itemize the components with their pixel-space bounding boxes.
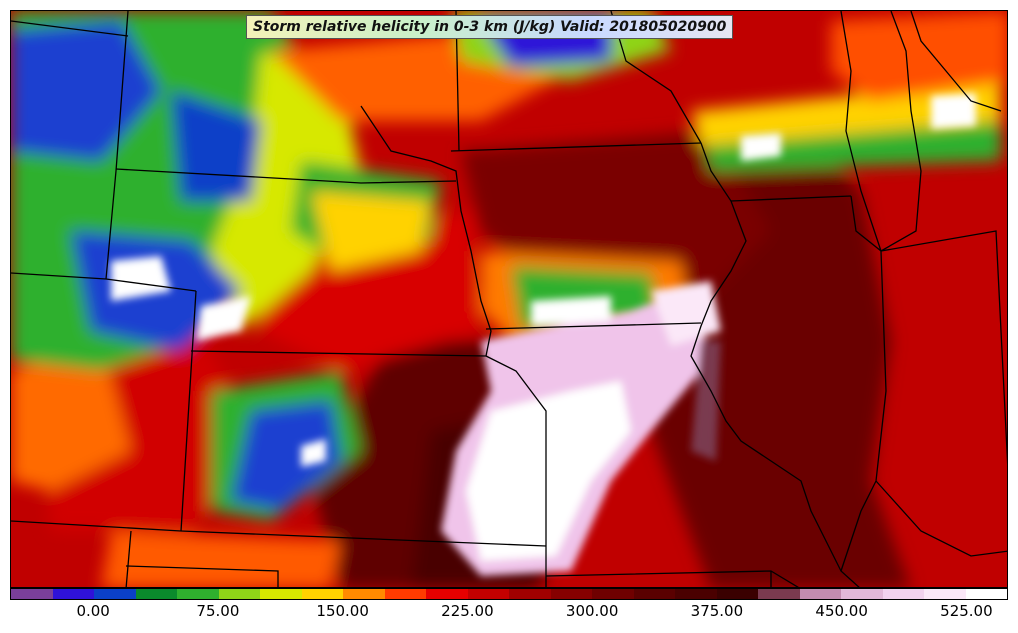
field-yellow-northeast	[691, 81, 1001, 146]
core-white-michigan	[741, 133, 781, 161]
colorbar-segment	[716, 589, 758, 599]
colorbar-segment	[965, 589, 1007, 599]
border-mississippi	[690, 142, 860, 587]
colorbar-segment	[177, 589, 219, 599]
border-montana-east	[105, 11, 129, 280]
colorbar-segment	[509, 589, 551, 599]
field-blue-northwest	[11, 21, 161, 161]
border-missouri-river	[360, 105, 492, 357]
colorbar-segment	[135, 589, 177, 599]
colorbar-segment	[882, 589, 924, 599]
colorbar-tick-label: 525.00	[940, 602, 993, 620]
state-boundaries	[11, 11, 1007, 587]
colorbar-tick-label: 75.00	[196, 602, 240, 620]
helicity-map	[10, 10, 1008, 588]
colorbar-segment	[218, 589, 260, 599]
colorbar-tick-label: 0.00	[76, 602, 110, 620]
core-maroon-missouri	[691, 341, 721, 461]
field-orange-northeast	[831, 11, 1007, 101]
border-nebraska-south	[190, 350, 487, 357]
colorbar-tick-label: 300.00	[565, 602, 619, 620]
border-dakota-north	[11, 20, 129, 37]
colorbar-segment	[924, 589, 966, 599]
field-yellow-northwest	[211, 51, 361, 331]
border-kansas-east	[485, 355, 547, 587]
border-lake-michigan	[840, 11, 922, 252]
border-illinois-east	[840, 195, 887, 572]
core-white-wyoming	[111, 256, 171, 301]
colorbar-segment	[675, 589, 717, 599]
colorbar-segment	[841, 589, 883, 599]
border-iowa-north	[450, 142, 702, 152]
colorbar-segment	[260, 589, 302, 599]
core-white-colorado	[301, 439, 326, 467]
core-white-missouri	[651, 281, 721, 346]
border-wyoming-colorado	[180, 290, 197, 532]
field-blue-colorado	[231, 401, 341, 511]
colorbar-segment	[301, 589, 343, 599]
colorbar-segment	[11, 589, 53, 599]
colorbar-segment	[592, 589, 634, 599]
border-iowa-south	[485, 322, 702, 330]
field-orange-west	[11, 341, 131, 491]
colorbar-tick-label: 375.00	[690, 602, 744, 620]
border-texas-north	[125, 565, 279, 587]
border-indiana-east	[880, 230, 1007, 465]
colorbar-segment	[343, 589, 385, 599]
colorbar	[10, 588, 1008, 600]
border-nebraska-north	[11, 272, 197, 292]
colorbar-segment	[550, 589, 592, 599]
colorbar-segment	[467, 589, 509, 599]
field-yellow-dakotas	[311, 191, 431, 271]
field-orange-south	[101, 531, 341, 587]
colorbar-segment	[799, 589, 841, 599]
core-white-nebraska	[196, 296, 251, 341]
colorbar-tick-label: 150.00	[316, 602, 369, 620]
colorbar-segment	[633, 589, 675, 599]
helicity-field	[11, 11, 1007, 587]
colorbar-segment	[52, 589, 94, 599]
helicity-cores	[111, 93, 976, 576]
core-white-iowa	[531, 296, 611, 326]
core-white-wisconsin	[931, 93, 976, 129]
colorbar-segment	[426, 589, 468, 599]
border-oklahoma-south	[11, 520, 182, 532]
border-dakota-south	[115, 168, 457, 184]
map-canvas	[11, 11, 1007, 587]
border-wisconsin-south	[730, 195, 852, 202]
colorbar-segment	[384, 589, 426, 599]
colorbar-tick-label: 450.00	[815, 602, 868, 620]
colorbar-segment	[758, 589, 800, 599]
border-kentucky	[875, 480, 1007, 557]
map-title: Storm relative helicity in 0-3 km (J/kg)…	[246, 15, 734, 39]
field-dark-iowa	[461, 131, 771, 291]
border-michigan-upper	[910, 11, 1002, 112]
core-white-kansas-oklahoma	[466, 381, 631, 561]
colorbar-segment	[94, 589, 136, 599]
colorbar-tick-label: 225.00	[441, 602, 494, 620]
border-kansas-south	[180, 530, 547, 547]
border-texas-panhandle	[125, 530, 132, 587]
